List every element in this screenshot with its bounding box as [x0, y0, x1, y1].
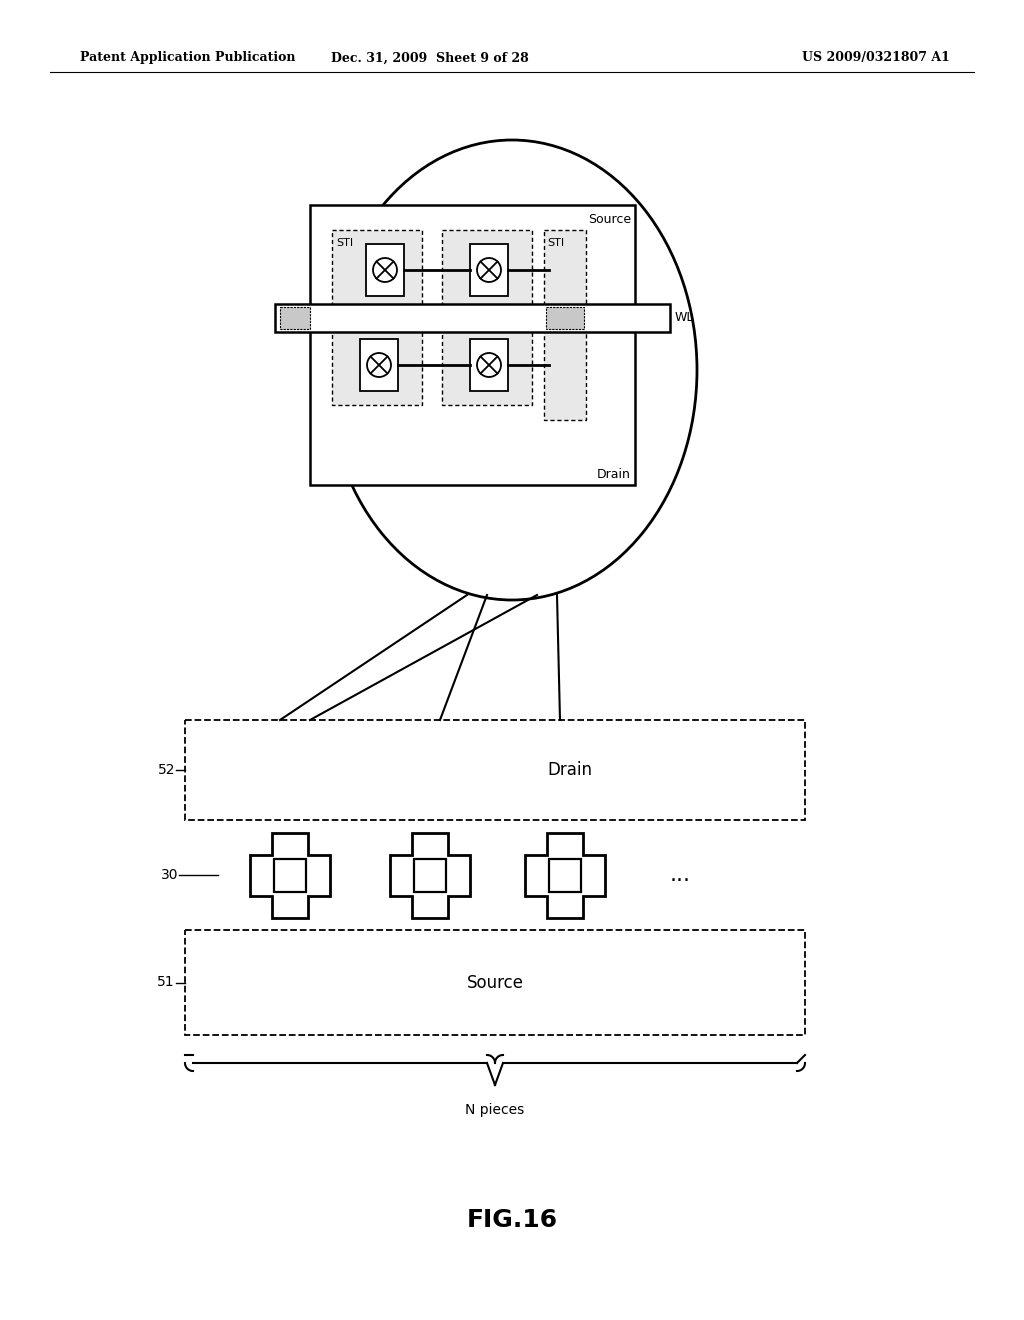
Text: STI: STI — [547, 238, 564, 248]
Text: 52: 52 — [158, 763, 175, 777]
Bar — [544, 230, 586, 420]
Text: N pieces: N pieces — [465, 1104, 524, 1117]
Text: Drain: Drain — [597, 469, 631, 480]
Bar — [470, 339, 508, 391]
Text: Patent Application Publication: Patent Application Publication — [80, 51, 296, 65]
Bar — [275, 304, 670, 331]
Bar — [185, 931, 805, 1035]
Bar — [366, 244, 404, 296]
Bar — [442, 325, 532, 405]
Bar — [310, 205, 635, 484]
Polygon shape — [390, 833, 470, 917]
Text: ...: ... — [670, 865, 691, 884]
Bar — [274, 858, 306, 891]
Text: Dec. 31, 2009  Sheet 9 of 28: Dec. 31, 2009 Sheet 9 of 28 — [331, 51, 528, 65]
Text: Source: Source — [467, 974, 523, 991]
Polygon shape — [525, 833, 605, 917]
Bar — [414, 858, 446, 891]
Text: STI: STI — [336, 238, 353, 248]
Bar — [549, 858, 581, 891]
Bar — [332, 325, 422, 405]
Text: WL: WL — [675, 312, 694, 323]
Polygon shape — [250, 833, 330, 917]
Bar — [185, 719, 805, 820]
Bar — [442, 230, 532, 310]
Text: 30: 30 — [161, 869, 178, 882]
Text: 51: 51 — [158, 975, 175, 990]
Bar — [280, 306, 310, 329]
Text: FIG.16: FIG.16 — [467, 1208, 557, 1232]
Bar — [360, 339, 398, 391]
Text: Drain: Drain — [547, 762, 592, 779]
Text: Source: Source — [588, 213, 631, 226]
Bar — [470, 244, 508, 296]
Text: US 2009/0321807 A1: US 2009/0321807 A1 — [802, 51, 950, 65]
Bar — [546, 306, 584, 329]
Bar — [332, 230, 422, 310]
